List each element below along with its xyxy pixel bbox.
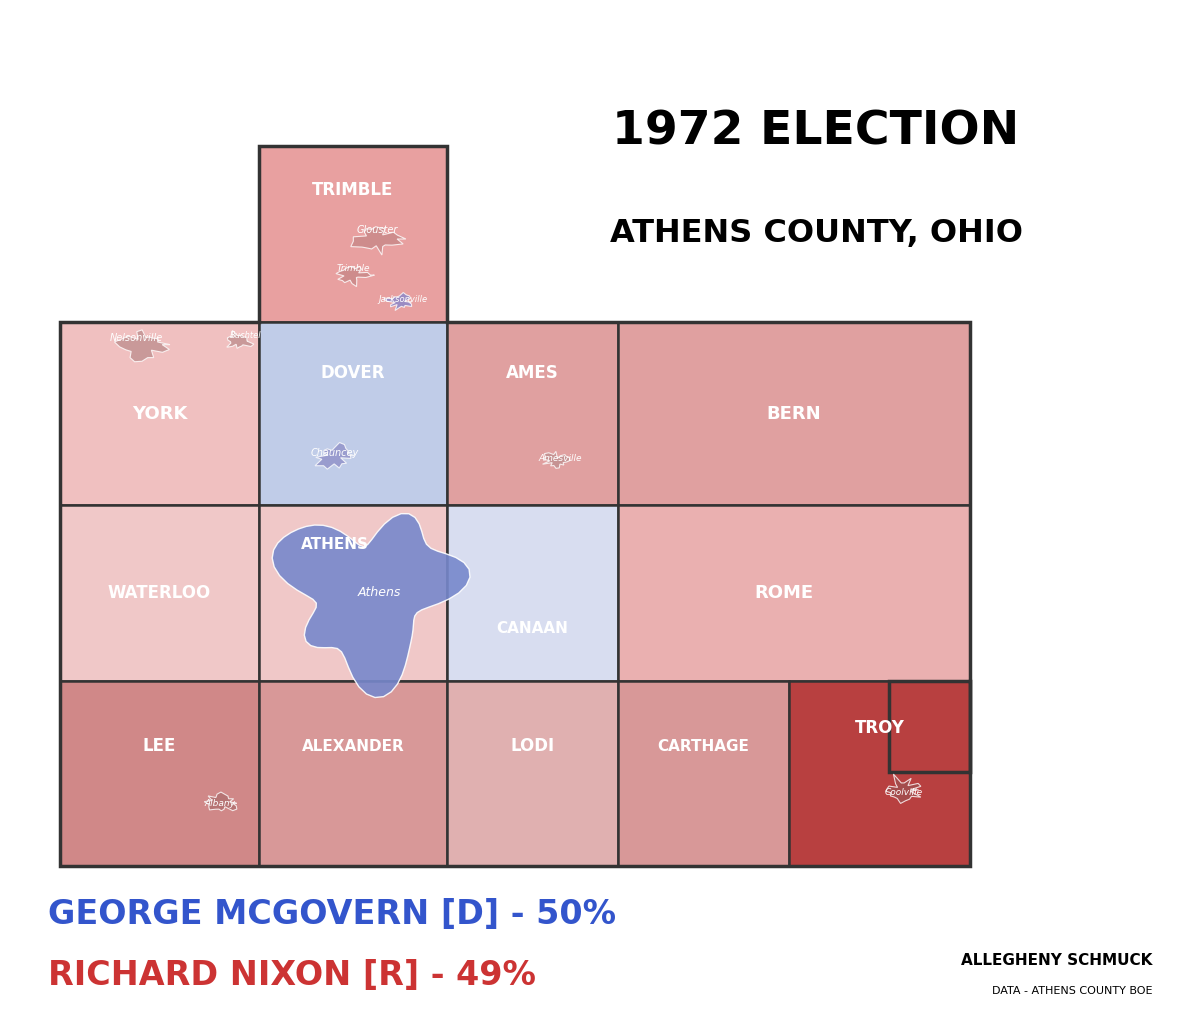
Text: TROY: TROY	[854, 718, 905, 737]
Text: Buchtel: Buchtel	[229, 331, 260, 340]
Text: Trimble: Trimble	[336, 264, 370, 273]
Text: Coolville: Coolville	[886, 788, 923, 797]
Text: TRIMBLE: TRIMBLE	[312, 181, 394, 199]
Text: BERN: BERN	[767, 404, 821, 423]
Text: Glouster: Glouster	[356, 225, 397, 235]
Text: ROME: ROME	[754, 584, 814, 602]
Text: CARTHAGE: CARTHAGE	[658, 739, 749, 754]
Polygon shape	[336, 266, 374, 287]
Polygon shape	[448, 682, 618, 867]
Text: DATA - ATHENS COUNTY BOE: DATA - ATHENS COUNTY BOE	[991, 986, 1152, 996]
Polygon shape	[448, 505, 618, 682]
Text: Athens: Athens	[358, 586, 401, 599]
Text: ALLEGHENY SCHMUCK: ALLEGHENY SCHMUCK	[961, 953, 1152, 967]
Polygon shape	[227, 330, 254, 348]
Polygon shape	[259, 682, 448, 867]
Polygon shape	[114, 330, 170, 362]
Polygon shape	[259, 505, 448, 682]
Polygon shape	[316, 443, 354, 469]
Text: DOVER: DOVER	[320, 365, 385, 382]
Text: AMES: AMES	[506, 365, 559, 382]
Polygon shape	[542, 451, 571, 468]
Text: Chauncey: Chauncey	[311, 448, 359, 458]
Polygon shape	[272, 514, 470, 698]
Text: ALEXANDER: ALEXANDER	[301, 739, 404, 754]
Text: YORK: YORK	[132, 404, 187, 423]
Polygon shape	[350, 227, 406, 255]
Polygon shape	[60, 682, 259, 867]
Text: CANAAN: CANAAN	[497, 621, 568, 636]
Polygon shape	[790, 682, 970, 867]
Polygon shape	[618, 682, 790, 867]
Text: LEE: LEE	[143, 738, 176, 755]
Text: GEORGE MCGOVERN [D] - 50%: GEORGE MCGOVERN [D] - 50%	[48, 898, 616, 931]
Text: ATHENS COUNTY, OHIO: ATHENS COUNTY, OHIO	[610, 218, 1022, 249]
Polygon shape	[204, 792, 236, 811]
Polygon shape	[886, 774, 920, 804]
Polygon shape	[384, 293, 412, 311]
Polygon shape	[60, 322, 259, 505]
Text: Amesville: Amesville	[539, 454, 582, 463]
Polygon shape	[618, 505, 970, 772]
Polygon shape	[259, 146, 448, 322]
Text: Jacksonville: Jacksonville	[378, 295, 427, 304]
Text: LODI: LODI	[510, 738, 554, 755]
Text: Nelsonville: Nelsonville	[109, 333, 163, 343]
Polygon shape	[448, 322, 618, 505]
Polygon shape	[259, 322, 448, 505]
Text: WATERLOO: WATERLOO	[108, 584, 211, 602]
Text: Albany: Albany	[204, 799, 235, 808]
Polygon shape	[618, 322, 970, 505]
Text: 1972 ELECTION: 1972 ELECTION	[612, 110, 1020, 154]
Polygon shape	[60, 505, 259, 682]
Text: RICHARD NIXON [R] - 49%: RICHARD NIXON [R] - 49%	[48, 959, 536, 992]
Text: ATHENS: ATHENS	[301, 536, 368, 552]
